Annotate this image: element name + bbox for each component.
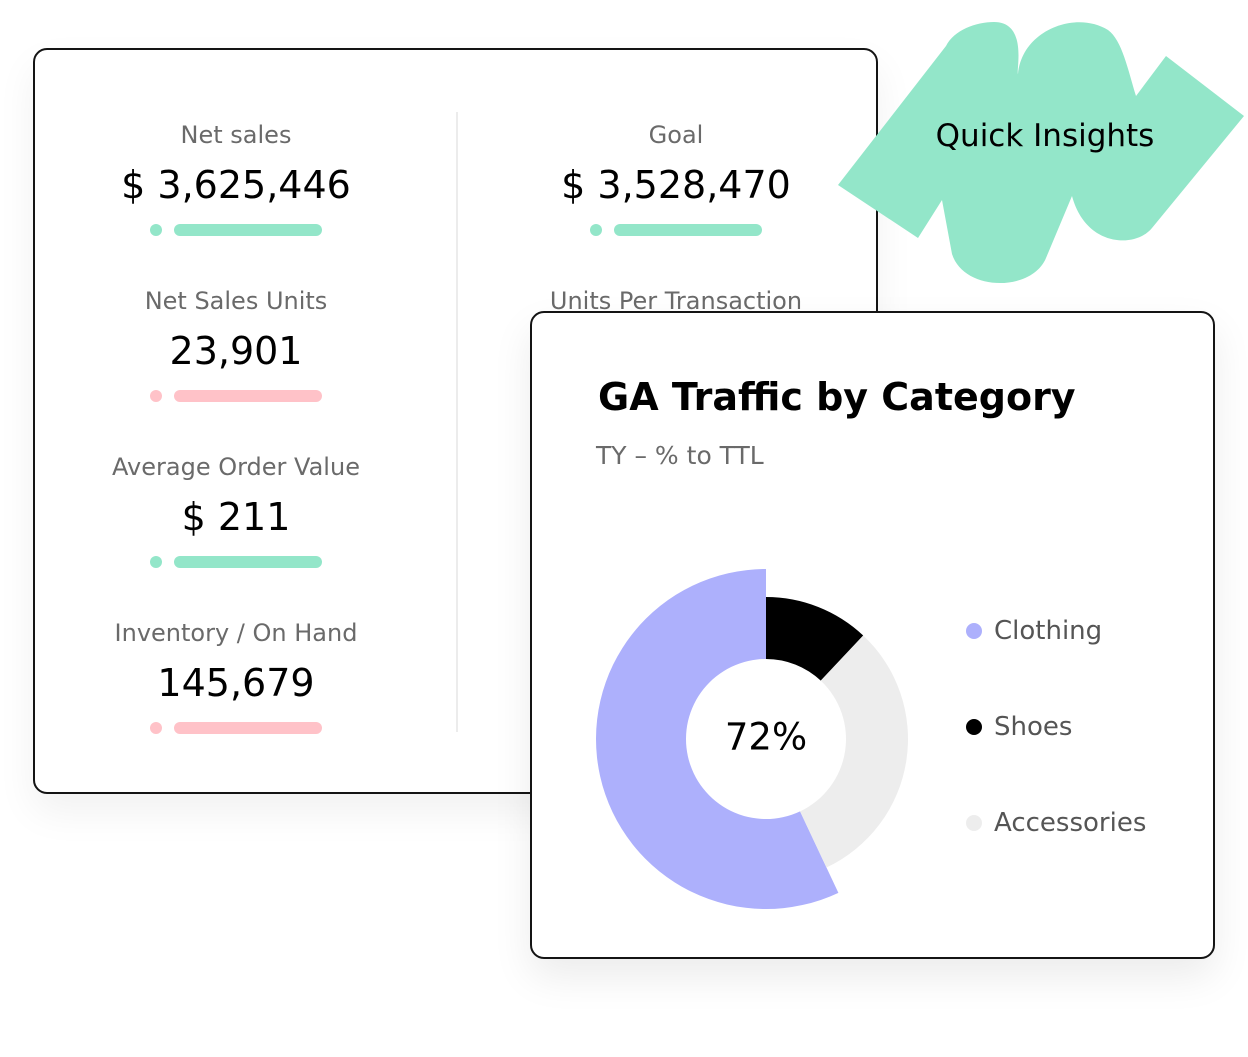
metric-label: Net sales <box>180 121 292 149</box>
quick-insights-label: Quick Insights <box>935 118 1155 154</box>
status-line <box>614 224 762 236</box>
metric-value: $ 3,528,470 <box>561 163 791 207</box>
legend-dot <box>966 719 982 735</box>
metric-value: $ 3,625,446 <box>121 163 351 207</box>
metric-goal: Goal $ 3,528,470 <box>476 120 876 236</box>
chart-subtitle: TY – % to TTL <box>596 441 764 470</box>
metric-status-bar <box>150 224 322 236</box>
metric-label: Net Sales Units <box>144 287 328 315</box>
donut-slice-accessories <box>800 635 908 868</box>
status-line <box>174 224 322 236</box>
chart-card: GA Traffic by Category TY – % to TTL 72%… <box>530 311 1215 959</box>
metric-net-sales-units: Net Sales Units 23,901 <box>36 286 436 402</box>
legend-dot <box>966 815 982 831</box>
legend-dot <box>966 623 982 639</box>
metric-value: 23,901 <box>169 329 303 373</box>
insights-blob-shape <box>838 22 1244 284</box>
metric-status-bar <box>590 224 762 236</box>
metric-label: Average Order Value <box>112 453 360 481</box>
metric-average-order-value: Average Order Value $ 211 <box>36 452 436 568</box>
status-line <box>174 390 322 402</box>
legend-label: Accessories <box>994 808 1147 838</box>
metric-label: Units Per Transaction <box>549 287 803 315</box>
donut-slice-clothing <box>596 569 839 909</box>
status-dot <box>150 722 162 734</box>
metric-net-sales: Net sales $ 3,625,446 <box>36 120 436 236</box>
metric-status-bar <box>150 556 322 568</box>
donut-center-label: 72% <box>725 716 807 759</box>
metric-label: Goal <box>648 121 704 149</box>
chart-title: GA Traffic by Category <box>598 375 1076 419</box>
donut-chart: 72% <box>596 569 908 909</box>
status-line <box>174 556 322 568</box>
legend-label: Shoes <box>994 712 1073 742</box>
metric-value: $ 211 <box>181 495 291 539</box>
metric-status-bar <box>150 390 322 402</box>
metric-value: 145,679 <box>157 661 315 705</box>
metrics-divider <box>456 112 458 732</box>
metric-inventory-on-hand: Inventory / On Hand 145,679 <box>36 618 436 734</box>
metric-status-bar <box>150 722 322 734</box>
status-line <box>174 722 322 734</box>
status-dot <box>150 556 162 568</box>
legend-label: Clothing <box>994 616 1103 646</box>
status-dot <box>150 224 162 236</box>
metric-units-per-transaction: Units Per Transaction <box>476 286 876 316</box>
donut-slice-shoes <box>766 597 864 681</box>
metric-label: Inventory / On Hand <box>114 619 358 647</box>
status-dot <box>150 390 162 402</box>
status-dot <box>590 224 602 236</box>
